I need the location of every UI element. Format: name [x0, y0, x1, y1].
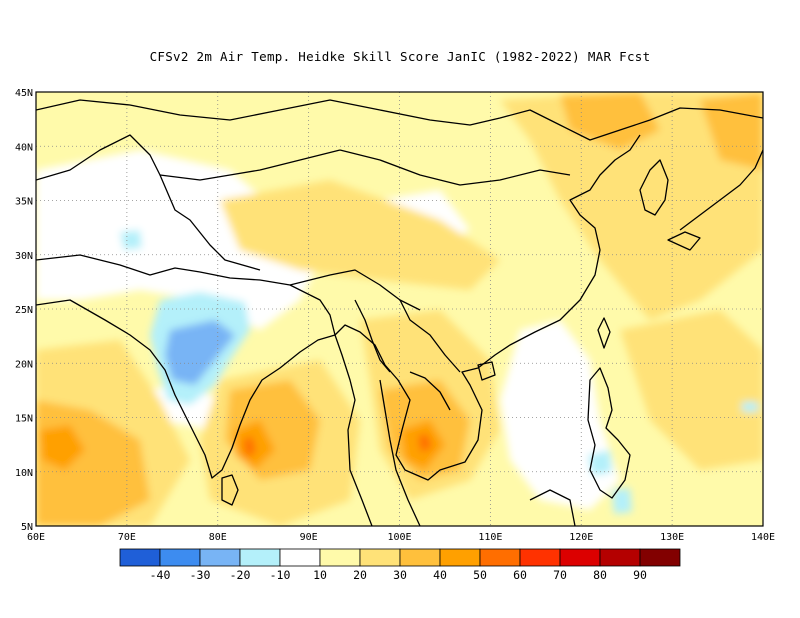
- colorbar-swatch: [239, 548, 281, 567]
- colorbar-label: -40: [150, 568, 171, 582]
- colorbar-swatch: [439, 548, 481, 567]
- colorbar-label: 80: [593, 568, 607, 582]
- lon-tick-label: 90E: [300, 532, 318, 543]
- colorbar-label: 60: [513, 568, 527, 582]
- lat-tick-label: 40N: [15, 142, 33, 153]
- colorbar-swatch: [159, 548, 201, 567]
- lat-tick-label: 45N: [15, 88, 33, 99]
- lon-tick-label: 140E: [751, 532, 775, 543]
- colorbar-labels: -40 -30 -20 -10 10 20 30 40 50 60 70 80 90: [150, 568, 647, 582]
- map-frame: [35, 91, 764, 527]
- lat-tick-label: 35N: [15, 197, 33, 208]
- lat-tick-label: 30N: [15, 251, 33, 262]
- colorbar-swatch: [279, 548, 321, 567]
- coastlines: [36, 99, 763, 526]
- longitude-ticks: 60E 70E 80E 90E 100E 110E 120E 130E 140E: [27, 532, 775, 543]
- colorbar-swatch: [599, 548, 641, 567]
- lat-tick-label: 25N: [15, 305, 33, 316]
- colorbar-swatch: [319, 548, 361, 567]
- colorbar-swatch: [399, 548, 441, 567]
- lon-tick-label: 60E: [27, 532, 45, 543]
- colorbar-swatch: [559, 548, 601, 567]
- lon-tick-label: 130E: [660, 532, 684, 543]
- latitude-ticks: 5N 10N 15N 20N 25N 30N 35N 40N 45N: [15, 88, 33, 533]
- colorbar-label: -10: [270, 568, 291, 582]
- colorbar-label: 90: [633, 568, 647, 582]
- colorbar-swatch: [479, 548, 521, 567]
- lon-tick-label: 100E: [387, 532, 411, 543]
- colorbar-label: 10: [313, 568, 327, 582]
- gridlines: [36, 92, 763, 526]
- colorbar-label: 30: [393, 568, 407, 582]
- lat-tick-label: 10N: [15, 468, 33, 479]
- lat-tick-label: 5N: [21, 522, 33, 533]
- colorbar-label: 50: [473, 568, 487, 582]
- colorbar-label: 20: [353, 568, 367, 582]
- colorbar-swatch: [639, 548, 681, 567]
- colorbar-label: -20: [230, 568, 251, 582]
- lat-tick-label: 15N: [15, 414, 33, 425]
- page-title: CFSv2 2m Air Temp. Heidke Skill Score Ja…: [149, 49, 651, 64]
- colorbar-swatch: [359, 548, 401, 567]
- colorbar-swatch: [199, 548, 241, 567]
- colorbar: [119, 548, 681, 567]
- lon-tick-label: 70E: [118, 532, 136, 543]
- colorbar-label: 40: [433, 568, 447, 582]
- lon-tick-label: 110E: [478, 532, 502, 543]
- lon-tick-label: 80E: [209, 532, 227, 543]
- lon-tick-label: 120E: [569, 532, 593, 543]
- lat-tick-label: 20N: [15, 359, 33, 370]
- colorbar-swatch: [119, 548, 161, 567]
- skill-field: [36, 92, 763, 526]
- colorbar-label: -30: [190, 568, 211, 582]
- colorbar-label: 70: [553, 568, 567, 582]
- colorbar-swatch: [519, 548, 561, 567]
